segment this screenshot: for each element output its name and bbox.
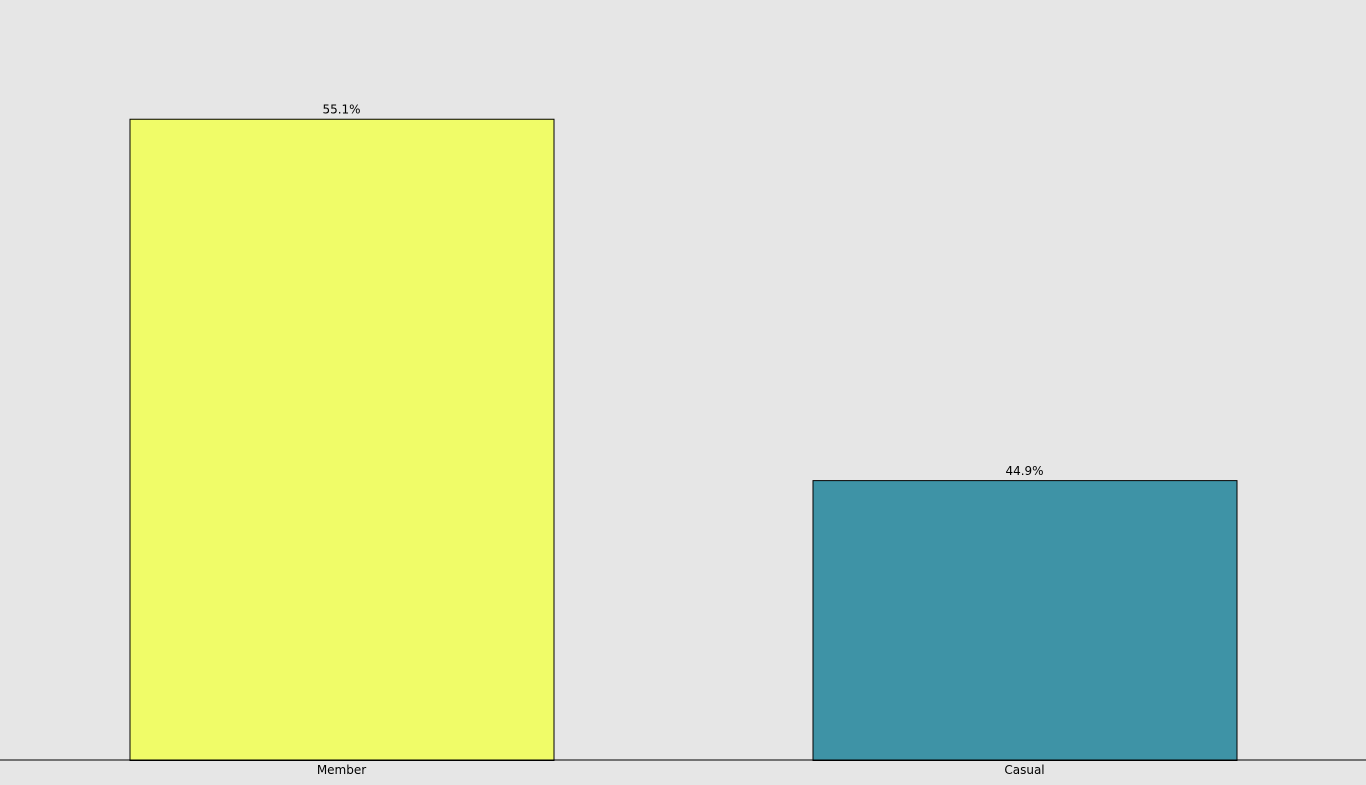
x-tick-label-casual: Casual xyxy=(1004,763,1044,777)
bars-layer xyxy=(129,118,1238,761)
labels-layer: 55.1% Member 44.9% Casual xyxy=(317,103,1045,777)
x-tick-label-member: Member xyxy=(317,763,366,777)
bar-casual xyxy=(812,480,1238,761)
data-label-member: 55.1% xyxy=(322,103,360,117)
bar-member xyxy=(129,118,555,761)
data-label-casual: 44.9% xyxy=(1005,464,1043,478)
